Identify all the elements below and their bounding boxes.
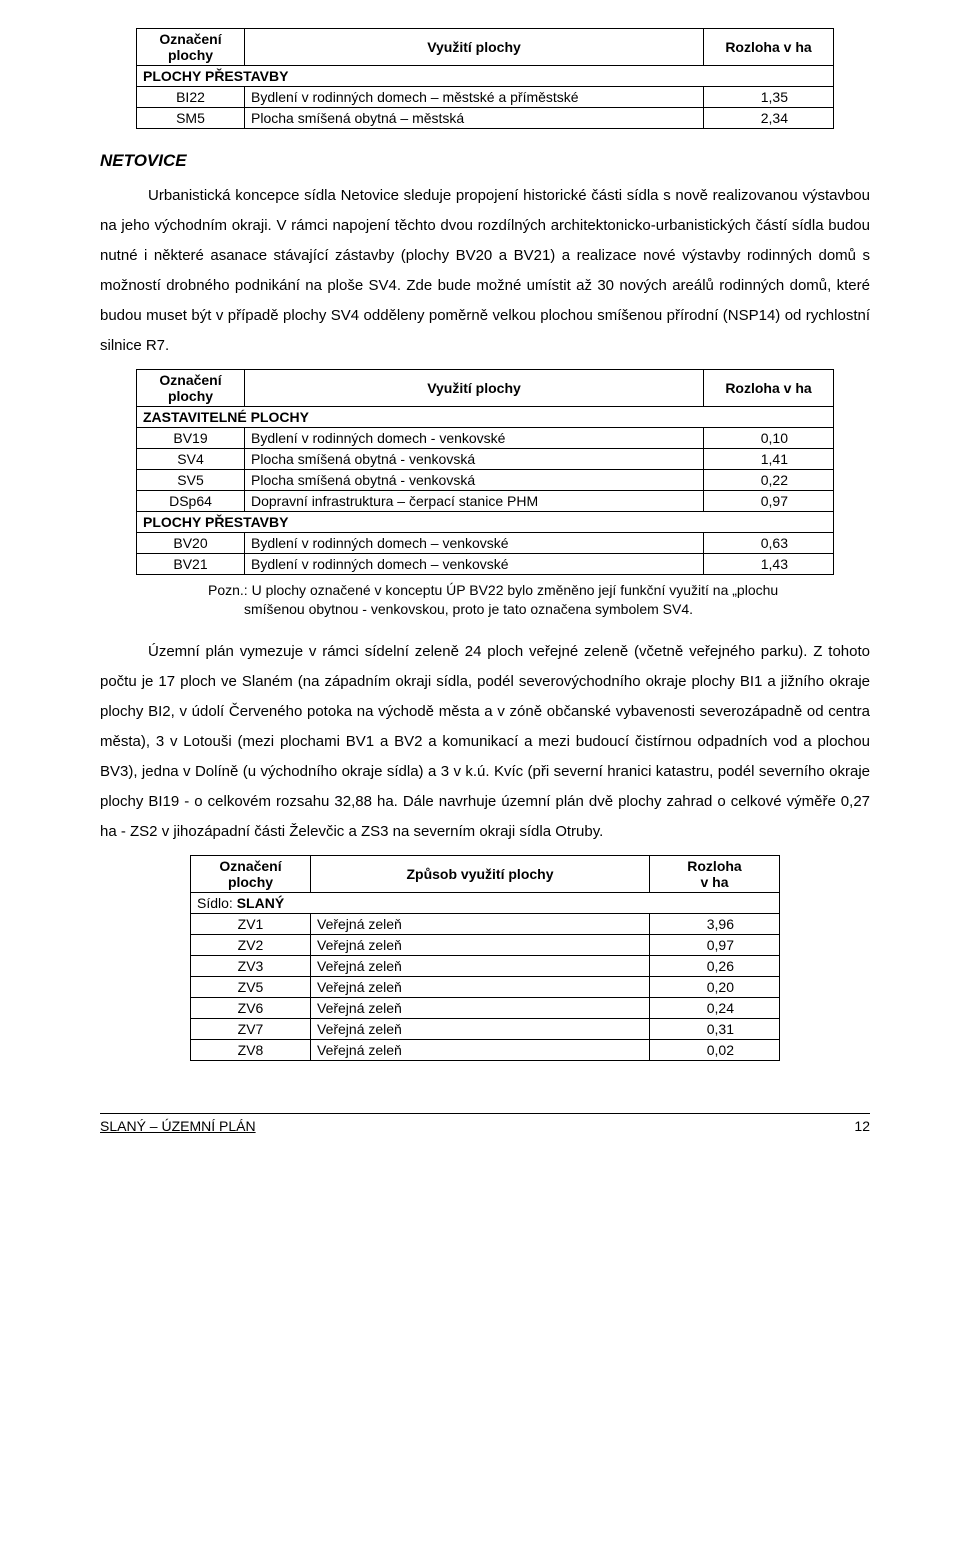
table-row: ZV2 Veřejná zeleň 0,97 (191, 934, 780, 955)
section-row-prestavby: PLOCHY PŘESTAVBY (137, 66, 834, 87)
cell-use: Dopravní infrastruktura – čerpací stanic… (245, 491, 704, 512)
table-row: ZV6 Veřejná zeleň 0,24 (191, 997, 780, 1018)
cell-area: 0,26 (650, 955, 780, 976)
table-plochy-prestavby-top: Označení plochy Využití plochy Rozloha v… (136, 28, 834, 129)
cell-code: ZV1 (191, 913, 311, 934)
section-label: PLOCHY PŘESTAVBY (137, 512, 834, 533)
hdr-rozloha: Rozloha v ha (650, 855, 780, 892)
cell-code: BV19 (137, 428, 245, 449)
hdr-rozloha: Rozloha v ha (704, 370, 834, 407)
cell-use: Bydlení v rodinných domech – městské a p… (245, 87, 704, 108)
page-footer: SLANÝ – ÚZEMNÍ PLÁN 12 (100, 1113, 870, 1152)
hdr-rozloha: Rozloha v ha (704, 29, 834, 66)
cell-area: 0,02 (650, 1039, 780, 1060)
table-header-row: Označení plochy Využití plochy Rozloha v… (137, 29, 834, 66)
cell-use: Plocha smíšená obytná – městská (245, 108, 704, 129)
table-row: SM5 Plocha smíšená obytná – městská 2,34 (137, 108, 834, 129)
table-row: BI22 Bydlení v rodinných domech – městsk… (137, 87, 834, 108)
cell-area: 0,31 (650, 1018, 780, 1039)
cell-area: 0,24 (650, 997, 780, 1018)
hdr-oznaceni: Označení plochy (137, 370, 245, 407)
cell-code: ZV8 (191, 1039, 311, 1060)
cell-area: 0,20 (650, 976, 780, 997)
paragraph-zelen: Územní plán vymezuje v rámci sídelní zel… (100, 637, 870, 847)
table-row: ZV5 Veřejná zeleň 0,20 (191, 976, 780, 997)
cell-code: BV21 (137, 554, 245, 575)
cell-code: SV5 (137, 470, 245, 491)
table-row: SV5 Plocha smíšená obytná - venkovská 0,… (137, 470, 834, 491)
cell-use: Bydlení v rodinných domech – venkovské (245, 554, 704, 575)
footer-title: SLANÝ – ÚZEMNÍ PLÁN (100, 1118, 256, 1134)
hdr-vyuziti: Využití plochy (245, 29, 704, 66)
cell-use: Plocha smíšená obytná - venkovská (245, 449, 704, 470)
table-row: ZV7 Veřejná zeleň 0,31 (191, 1018, 780, 1039)
section-row-prestavby: PLOCHY PŘESTAVBY (137, 512, 834, 533)
table-row: BV20 Bydlení v rodinných domech – venkov… (137, 533, 834, 554)
cell-use: Veřejná zeleň (311, 934, 650, 955)
cell-use: Veřejná zeleň (311, 955, 650, 976)
table-row: BV21 Bydlení v rodinných domech – venkov… (137, 554, 834, 575)
section-row-zastavitelne: ZASTAVITELNÉ PLOCHY (137, 407, 834, 428)
cell-code: ZV2 (191, 934, 311, 955)
section-label: Sídlo: SLANÝ (191, 892, 780, 913)
cell-use: Veřejná zeleň (311, 976, 650, 997)
cell-code: DSp64 (137, 491, 245, 512)
cell-use: Bydlení v rodinných domech - venkovské (245, 428, 704, 449)
cell-code: ZV5 (191, 976, 311, 997)
cell-code: SV4 (137, 449, 245, 470)
hdr-vyuziti: Využití plochy (245, 370, 704, 407)
cell-code: ZV6 (191, 997, 311, 1018)
paragraph-netovice: Urbanistická koncepce sídla Netovice sle… (100, 181, 870, 361)
cell-use: Veřejná zeleň (311, 913, 650, 934)
cell-area: 1,35 (704, 87, 834, 108)
cell-use: Plocha smíšená obytná - venkovská (245, 470, 704, 491)
cell-code: ZV3 (191, 955, 311, 976)
table-row: DSp64 Dopravní infrastruktura – čerpací … (137, 491, 834, 512)
cell-use: Veřejná zeleň (311, 1039, 650, 1060)
cell-code: BI22 (137, 87, 245, 108)
hdr-oznaceni: Označení plochy (137, 29, 245, 66)
hdr-oznaceni: Označení plochy (191, 855, 311, 892)
table-row: ZV1 Veřejná zeleň 3,96 (191, 913, 780, 934)
table-header-row: Označení plochy Způsob využití plochy Ro… (191, 855, 780, 892)
hdr-zpusob: Způsob využití plochy (311, 855, 650, 892)
cell-area: 0,97 (650, 934, 780, 955)
table-row: BV19 Bydlení v rodinných domech - venkov… (137, 428, 834, 449)
section-label: PLOCHY PŘESTAVBY (137, 66, 834, 87)
cell-area: 0,63 (704, 533, 834, 554)
cell-code: BV20 (137, 533, 245, 554)
table-row: ZV3 Veřejná zeleň 0,26 (191, 955, 780, 976)
table-netovice: Označení plochy Využití plochy Rozloha v… (136, 369, 834, 619)
cell-area: 3,96 (650, 913, 780, 934)
heading-netovice: NETOVICE (100, 151, 870, 171)
cell-area: 0,10 (704, 428, 834, 449)
cell-area: 0,22 (704, 470, 834, 491)
cell-use: Veřejná zeleň (311, 1018, 650, 1039)
hdr-rozloha-l1: Rozloha (687, 858, 741, 874)
table-header-row: Označení plochy Využití plochy Rozloha v… (137, 370, 834, 407)
table-row: SV4 Plocha smíšená obytná - venkovská 1,… (137, 449, 834, 470)
footer-page-number: 12 (854, 1118, 870, 1134)
cell-use: Bydlení v rodinných domech – venkovské (245, 533, 704, 554)
table-row: ZV8 Veřejná zeleň 0,02 (191, 1039, 780, 1060)
cell-area: 1,43 (704, 554, 834, 575)
cell-area: 1,41 (704, 449, 834, 470)
cell-use: Veřejná zeleň (311, 997, 650, 1018)
cell-area: 2,34 (704, 108, 834, 129)
note-pozn: Pozn.: U plochy označené v konceptu ÚP B… (208, 581, 834, 619)
hdr-rozloha-l2: v ha (700, 874, 728, 890)
section-label: ZASTAVITELNÉ PLOCHY (137, 407, 834, 428)
cell-code: ZV7 (191, 1018, 311, 1039)
cell-code: SM5 (137, 108, 245, 129)
cell-area: 0,97 (704, 491, 834, 512)
table-verejna-zelen: Označení plochy Způsob využití plochy Ro… (190, 855, 780, 1061)
section-row-sidlo-slany: Sídlo: SLANÝ (191, 892, 780, 913)
